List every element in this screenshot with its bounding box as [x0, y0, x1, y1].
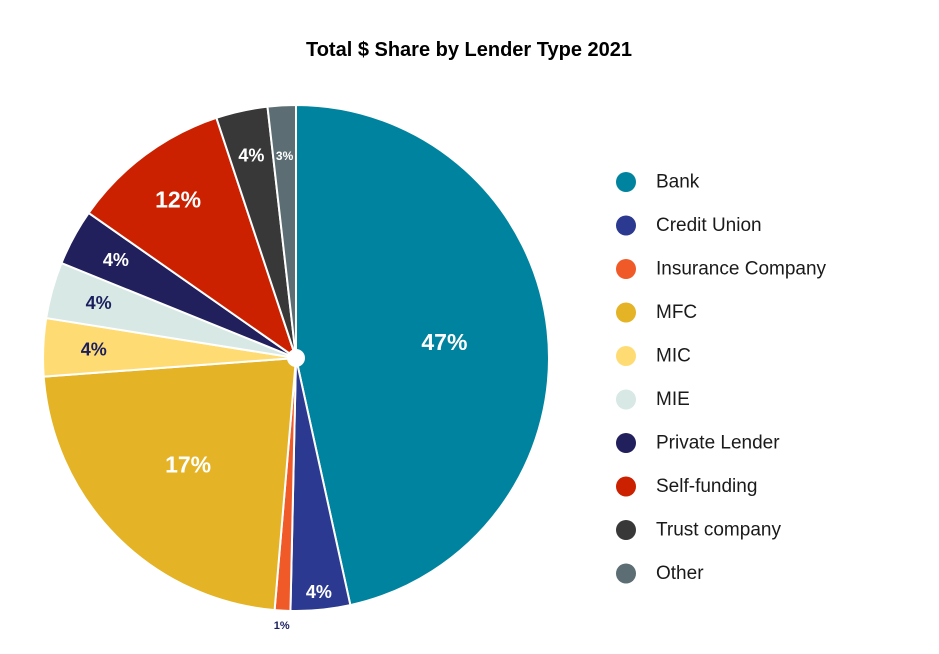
- slice-label-mic: 4%: [81, 339, 107, 359]
- legend-label-trust-company: Trust company: [656, 520, 781, 541]
- legend-marker-mie: [616, 389, 636, 410]
- slice-label-trust-company: 4%: [238, 145, 264, 165]
- legend-marker-insurance-company: [616, 259, 636, 279]
- pie-labels: 47% 4% 1% 17% 4% 4% 4% 12% 4% 3%: [81, 145, 468, 631]
- legend-label-bank: Bank: [656, 172, 700, 193]
- pie-center-dot: [287, 349, 305, 367]
- slice-label-mfc: 17%: [165, 452, 211, 478]
- legend-label-mfc: MFC: [656, 302, 697, 323]
- slice-label-other: 3%: [276, 149, 294, 163]
- legend-label-mie: MIE: [656, 389, 690, 410]
- legend-marker-mic: [616, 346, 636, 366]
- pie-slice-bank: [295, 103, 550, 607]
- slice-label-insurance-company: 1%: [274, 620, 290, 632]
- slice-label-self-funding: 12%: [155, 187, 201, 213]
- legend-marker-private-lender: [616, 433, 636, 453]
- pie-slice-other: [266, 103, 297, 359]
- pie-slices: [42, 103, 550, 612]
- legend-label-credit-union: Credit Union: [656, 215, 762, 236]
- legend-marker-trust-company: [616, 520, 636, 540]
- pie-slice-self-funding: [87, 116, 298, 361]
- slice-label-credit-union: 4%: [306, 582, 332, 602]
- legend-marker-bank: [616, 172, 636, 192]
- legend-marker-mfc: [616, 302, 636, 323]
- legend-marker-self-funding: [616, 476, 636, 497]
- legend-label-self-funding: Self-funding: [656, 476, 757, 497]
- slice-label-private-lender: 4%: [103, 250, 129, 270]
- legend-label-other: Other: [656, 563, 704, 584]
- legend-marker-credit-union: [616, 215, 636, 236]
- chart-title: Total $ Share by Lender Type 2021: [306, 39, 632, 61]
- legend-label-mic: MIC: [656, 346, 691, 367]
- legend-label-private-lender: Private Lender: [656, 433, 780, 454]
- legend-marker-other: [616, 563, 636, 584]
- pie-slice-mfc: [42, 356, 298, 612]
- legend: Bank Credit Union Insurance Company MFC MIC M…: [616, 172, 827, 584]
- slice-label-bank: 47%: [421, 329, 467, 355]
- legend-label-insurance-company: Insurance Company: [656, 259, 827, 280]
- slice-label-mie: 4%: [86, 293, 112, 313]
